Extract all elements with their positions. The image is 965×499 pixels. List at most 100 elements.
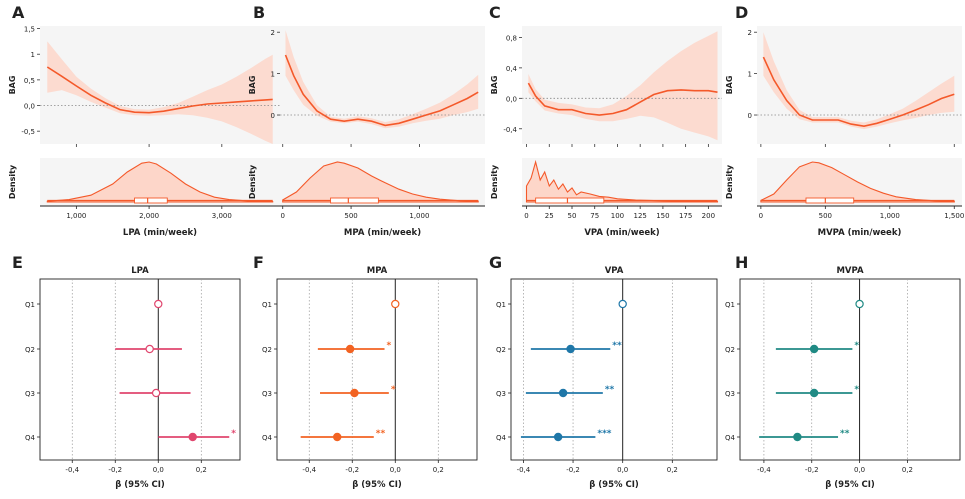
point-estimate: [618, 299, 627, 309]
significance-marker: **: [840, 429, 850, 439]
significance-marker: **: [612, 341, 622, 351]
row-label: Q1: [725, 301, 735, 309]
x-tick-label: -0,2: [108, 466, 122, 474]
significance-marker: *: [854, 385, 859, 395]
significance-marker: **: [605, 385, 615, 395]
x-tick-label: 0,0: [617, 466, 628, 474]
x-tick-label: 0: [280, 212, 284, 220]
row-label: Q1: [25, 301, 35, 309]
x-tick-label: 0,0: [854, 466, 865, 474]
y-tick-label: 1: [271, 71, 275, 79]
row-label: Q1: [496, 301, 506, 309]
x-tick-label: 0,2: [433, 466, 444, 474]
x-tick-label: 3,000: [212, 212, 232, 220]
x-tick-label: 1,000: [66, 212, 86, 220]
row-label: Q3: [725, 390, 735, 398]
box-iqr: [134, 197, 168, 204]
y-axis-label: BAG: [248, 76, 257, 95]
panel-letter: H: [735, 253, 748, 272]
y-tick-label: -0,5: [21, 128, 35, 136]
x-tick-label: 125: [633, 212, 646, 220]
x-tick-label: 200: [702, 212, 715, 220]
y-tick-label: 1: [748, 71, 752, 79]
point-estimate: [793, 432, 802, 442]
confidence-band: [528, 31, 718, 141]
x-axis-label: VPA (min/week): [584, 228, 659, 238]
row-label: Q2: [262, 346, 272, 354]
x-tick-label: -0,2: [566, 466, 580, 474]
density-curve: [46, 161, 274, 203]
bag-curve: [284, 54, 479, 127]
row-label: Q3: [25, 390, 35, 398]
x-axis-label: β (95% CI): [825, 480, 875, 490]
x-tick-label: 0,2: [667, 466, 678, 474]
forest-title: LPA: [131, 266, 149, 276]
x-tick-label: 0,2: [902, 466, 913, 474]
x-axis-label: MVPA (min/week): [818, 228, 902, 238]
confidence-band: [47, 41, 273, 144]
x-tick-label: 1,000: [409, 212, 429, 220]
point-estimate: [151, 388, 161, 398]
y-tick-label: 0: [748, 112, 752, 120]
x-tick-label: 75: [590, 212, 599, 220]
x-tick-label: 0,0: [390, 466, 401, 474]
box-iqr: [805, 197, 855, 204]
x-axis-label: β (95% CI): [115, 480, 165, 490]
x-tick-label: 0: [759, 212, 763, 220]
forest-title: VPA: [605, 266, 624, 276]
panel-letter: E: [12, 253, 23, 272]
x-axis-label: LPA (min/week): [123, 228, 197, 238]
x-tick-label: 0: [524, 212, 528, 220]
x-tick-label: 100: [611, 212, 624, 220]
forest-title: MVPA: [836, 266, 863, 276]
x-axis-label: MPA (min/week): [344, 228, 421, 238]
point-estimate: [855, 299, 864, 309]
y-tick-label: 0,0: [506, 95, 517, 103]
y-tick-label: 2: [271, 29, 275, 37]
point-estimate: [558, 388, 568, 398]
point-estimate: [188, 432, 197, 442]
x-tick-label: 500: [344, 212, 357, 220]
box-iqr: [330, 197, 379, 204]
panel-letter: D: [735, 3, 748, 22]
y-tick-label: 1,5: [24, 26, 35, 34]
x-tick-label: -0,2: [345, 466, 359, 474]
point-estimate: [809, 344, 819, 354]
y-tick-label: 0,4: [506, 65, 518, 73]
y-axis-label: BAG: [490, 76, 499, 95]
significance-marker: *: [854, 341, 859, 351]
density-axis-label: Density: [725, 164, 734, 199]
density-axis-label: Density: [490, 164, 499, 199]
y-tick-label: 0,0: [24, 103, 35, 111]
x-tick-label: 1,000: [880, 212, 900, 220]
row-label: Q4: [725, 434, 736, 442]
y-tick-label: 1: [31, 51, 35, 59]
significance-marker: ***: [597, 429, 611, 439]
row-label: Q2: [725, 346, 735, 354]
row-label: Q2: [496, 346, 506, 354]
row-label: Q4: [262, 434, 273, 442]
density-axis-label: Density: [8, 164, 17, 199]
y-tick-label: -0,4: [503, 126, 517, 134]
forest-frame: [739, 278, 961, 461]
row-label: Q2: [25, 346, 35, 354]
x-tick-label: 0,2: [196, 466, 207, 474]
point-estimate: [553, 432, 563, 442]
row-label: Q4: [496, 434, 507, 442]
row-label: Q3: [262, 390, 272, 398]
forest-title: MPA: [367, 266, 388, 276]
density-axis-label: Density: [248, 164, 257, 199]
point-estimate: [145, 344, 154, 354]
box-iqr: [535, 197, 605, 204]
point-estimate: [350, 388, 359, 398]
point-estimate: [345, 344, 355, 354]
significance-marker: *: [391, 385, 396, 395]
significance-marker: **: [376, 429, 386, 439]
x-tick-label: 1,500: [944, 212, 964, 220]
bag-curve: [762, 56, 955, 128]
point-estimate: [809, 388, 819, 398]
row-label: Q4: [25, 434, 36, 442]
x-tick-label: 500: [819, 212, 832, 220]
significance-marker: *: [387, 341, 392, 351]
